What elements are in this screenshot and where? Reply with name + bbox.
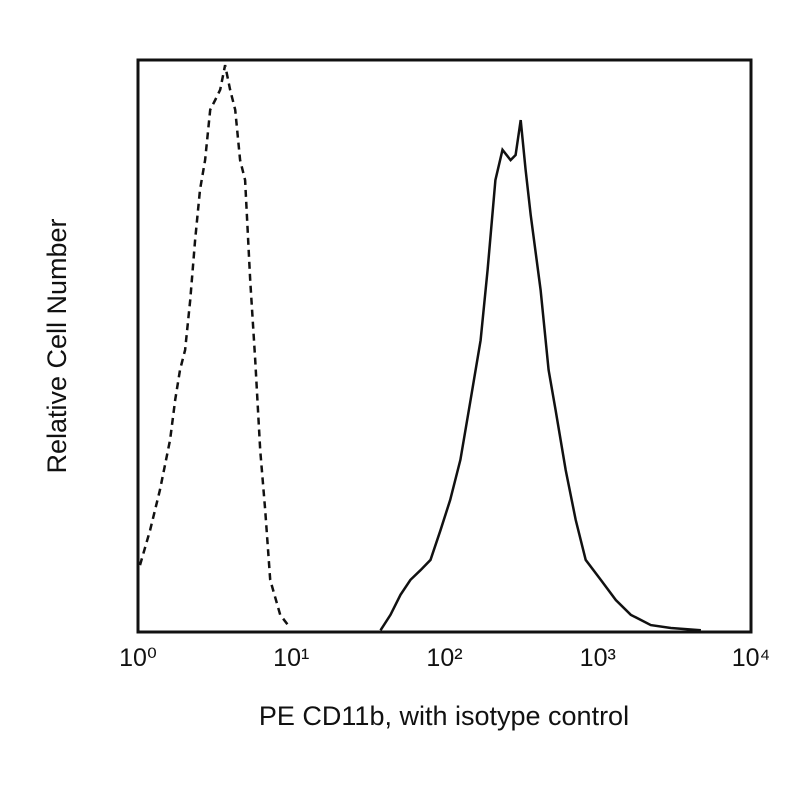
x-tick-label: 10³ xyxy=(580,644,616,672)
x-tick-label: 10⁴ xyxy=(732,644,771,672)
x-tick-label: 10¹ xyxy=(273,644,309,672)
x-axis-title: PE CD11b, with isotype control xyxy=(259,701,629,731)
plot-frame xyxy=(136,58,753,634)
isotype-histogram xyxy=(138,64,292,629)
x-tick-label: 10² xyxy=(426,644,462,672)
x-tick-label: 10⁰ xyxy=(119,644,157,672)
stained-histogram xyxy=(379,119,701,632)
y-axis-title: Relative Cell Number xyxy=(42,218,72,473)
